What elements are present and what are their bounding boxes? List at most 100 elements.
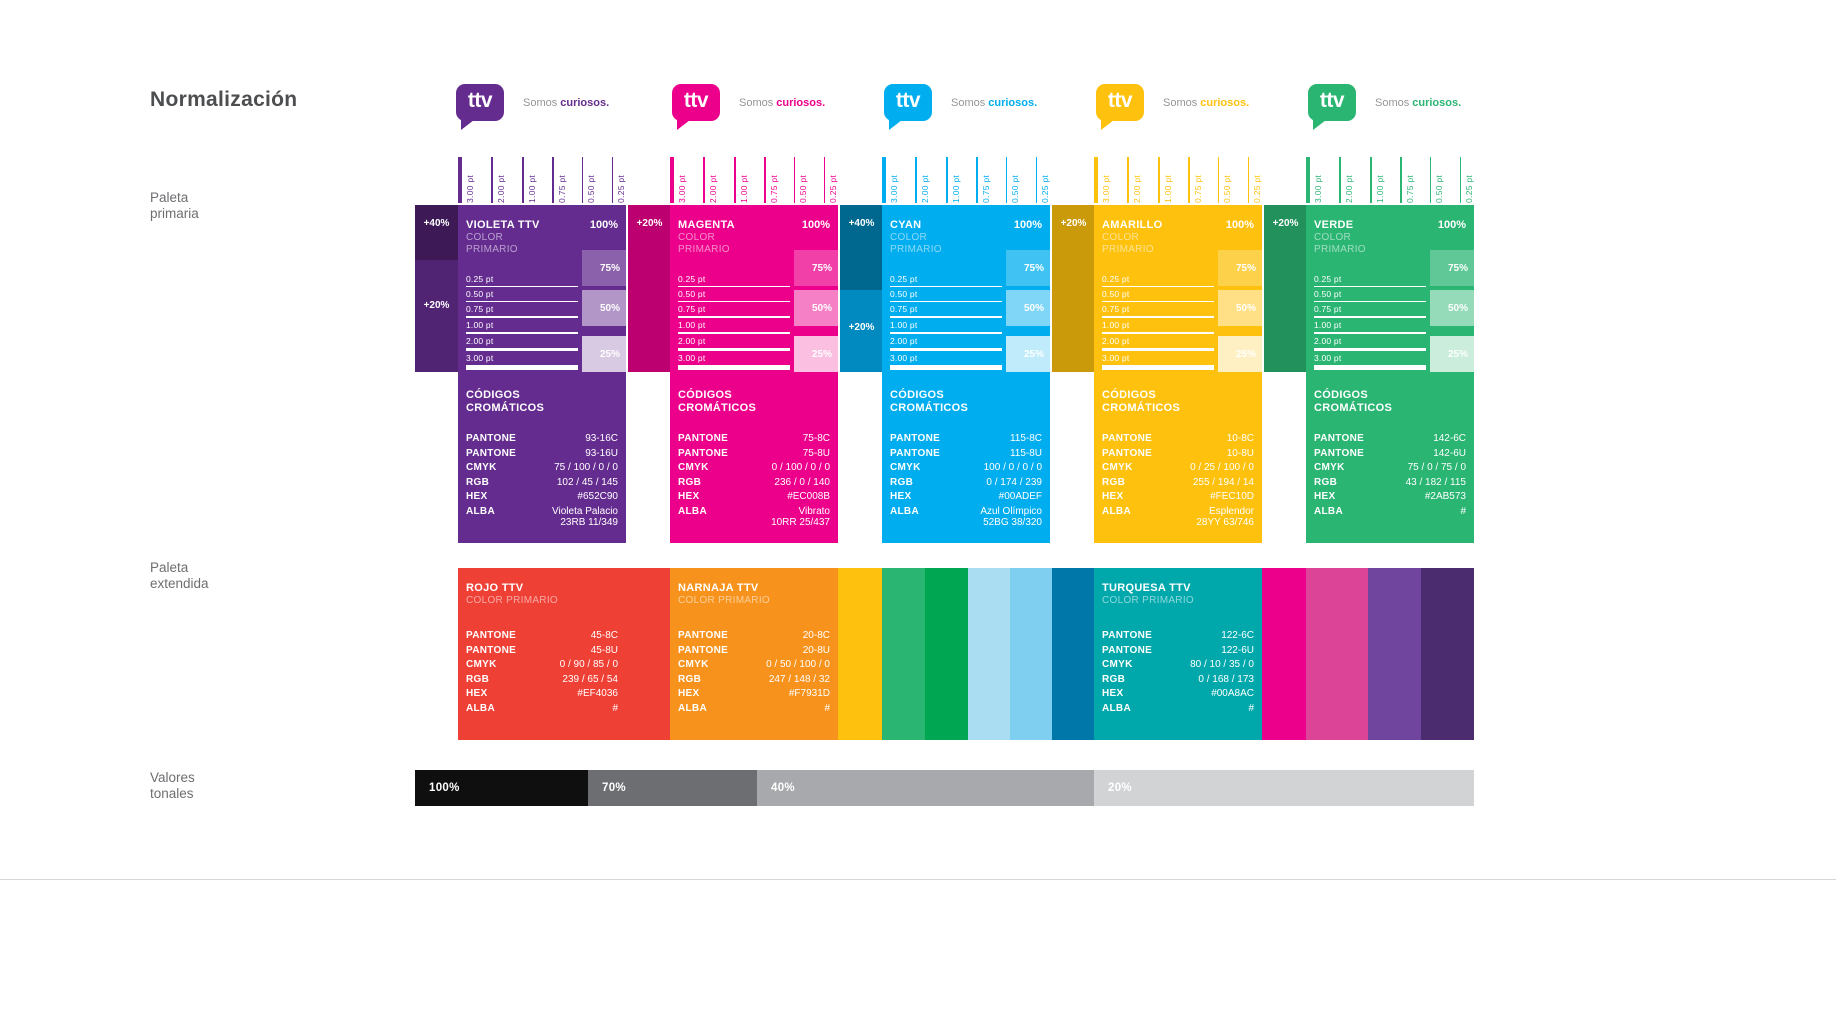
shade-plus20: +20% <box>1264 205 1307 372</box>
code-row: CMYK 75 / 0 / 75 / 0 <box>1314 462 1466 474</box>
ttv-logo-icon: ttv <box>1096 84 1144 130</box>
line-weight-samples: 0.25 pt 0.50 pt 0.75 pt 1.00 pt 2.00 pt … <box>1314 275 1426 373</box>
line-weight-samples: 0.25 pt 0.50 pt 0.75 pt 1.00 pt 2.00 pt … <box>1102 275 1214 373</box>
pt-label: 1.00 pt <box>1162 174 1173 203</box>
code-row-alba: ALBA Vibrato 10RR 25/437 <box>678 505 830 529</box>
tint-50: 50% <box>1430 290 1474 326</box>
code-row: PANTONE 20-8C <box>678 630 830 641</box>
tagline: Somos curiosos. <box>1163 97 1250 109</box>
code-row: RGB 247 / 148 / 32 <box>678 673 830 685</box>
primary-card-cyan: CYAN 100% COLOR PRIMARIO 75% 50% 25% 0.2… <box>882 205 1050 543</box>
pt-label: 0.75 pt <box>1192 174 1203 203</box>
pt-label: 0.25 pt <box>827 174 838 203</box>
extended-card-turquesa: TURQUESA TTV COLOR PRIMARIO PANTONE 122-6… <box>1094 568 1262 740</box>
pt-label: 1.00 pt <box>950 174 961 203</box>
sample-line <box>678 316 790 318</box>
code-row: RGB 43 / 182 / 115 <box>1314 476 1466 488</box>
shade-plus20: +20% <box>415 260 458 372</box>
sample-line <box>890 347 1002 351</box>
code-row: RGB 239 / 65 / 54 <box>466 673 618 685</box>
bottom-divider <box>0 879 1836 880</box>
sample-line <box>890 301 1002 302</box>
tint-50: 50% <box>794 290 838 326</box>
line-weight-samples: 0.25 pt 0.50 pt 0.75 pt 1.00 pt 2.00 pt … <box>678 275 790 373</box>
card-name: NARNAJA TTV <box>678 582 759 594</box>
card-name: ROJO TTV <box>466 582 524 594</box>
pt-bar <box>1247 157 1249 203</box>
codes-header: CÓDIGOS CROMÁTICOS <box>466 389 545 414</box>
code-row: PANTONE 93-16C <box>466 433 618 444</box>
side-tints-amarillo: +20% <box>1052 205 1095 372</box>
code-row: CMYK 0 / 25 / 100 / 0 <box>1102 462 1254 474</box>
tonal-bar-20: 20% <box>1094 770 1474 806</box>
speech-tail-icon <box>889 120 902 130</box>
tint-50: 50% <box>1218 290 1262 326</box>
section-label-valores-tonales: Valores tonales <box>150 770 195 802</box>
pt-bar <box>1369 157 1372 203</box>
card-percent: 100% <box>1013 219 1042 231</box>
pt-label: 0.50 pt <box>586 174 597 203</box>
pt-bar <box>1126 157 1130 203</box>
code-row: PANTONE 45-8U <box>466 644 618 656</box>
tint-75: 75% <box>582 250 626 286</box>
pt-bar <box>1338 157 1342 203</box>
tint-25: 25% <box>1218 336 1262 372</box>
card-subtitle: COLOR PRIMARIO <box>466 595 558 606</box>
pt-bar <box>582 157 584 203</box>
pt-strip-verde: 3.00 pt 2.00 pt 1.00 pt 0.75 pt 0.50 pt … <box>1306 157 1474 203</box>
ttv-logo-icon: ttv <box>672 84 720 130</box>
logo-text: ttv <box>1107 89 1133 112</box>
code-row: HEX #EF4036 <box>466 688 618 700</box>
sample-line <box>1102 365 1214 370</box>
code-row: PANTONE 20-8U <box>678 644 830 656</box>
tint-25: 25% <box>794 336 838 372</box>
pt-label: 0.75 pt <box>980 174 991 203</box>
tint-75: 75% <box>1006 250 1050 286</box>
card-name: VIOLETA TTV <box>466 219 540 231</box>
codes-header: CÓDIGOS CROMÁTICOS <box>890 389 969 414</box>
code-row-alba: ALBA Esplendor 28YY 63/746 <box>1102 505 1254 529</box>
sample-line <box>890 365 1002 370</box>
card-percent: 100% <box>589 219 618 231</box>
primary-card-violeta: VIOLETA TTV 100% COLOR PRIMARIO 75% 50% … <box>458 205 626 543</box>
pt-bar <box>1094 157 1098 203</box>
speech-tail-icon <box>1313 120 1326 130</box>
sample-line <box>890 286 1002 287</box>
extended-card-naranja: NARNAJA TTV COLOR PRIMARIO PANTONE 20-8C … <box>670 568 838 740</box>
pt-bar <box>1430 157 1432 203</box>
logo-verde: ttv Somos curiosos. <box>1308 84 1508 134</box>
section-label-paleta-primaria: Paleta primaria <box>150 190 199 222</box>
extended-stripe-magenta <box>1262 568 1306 740</box>
sample-line <box>1314 331 1426 334</box>
pt-label: 0.50 pt <box>1434 174 1445 203</box>
card-percent: 100% <box>1225 219 1254 231</box>
section-label-paleta-extendida: Paleta extendida <box>150 560 209 592</box>
pt-label: 0.75 pt <box>768 174 779 203</box>
pt-label: 3.00 pt <box>1313 174 1323 203</box>
code-row: HEX #FEC10D <box>1102 491 1254 503</box>
line-weight-samples: 0.25 pt 0.50 pt 0.75 pt 1.00 pt 2.00 pt … <box>890 275 1002 373</box>
code-row: PANTONE 142-6C <box>1314 433 1466 444</box>
primary-card-amarillo: AMARILLO 100% COLOR PRIMARIO 75% 50% 25%… <box>1094 205 1262 543</box>
code-row: PANTONE 75-8C <box>678 433 830 444</box>
logo-violeta: ttv Somos curiosos. <box>456 84 656 134</box>
pt-bar <box>882 157 886 203</box>
logo-amarillo: ttv Somos curiosos. <box>1096 84 1296 134</box>
sample-line <box>678 286 790 287</box>
pt-label: 2.00 pt <box>920 174 931 203</box>
logo-text: ttv <box>1319 89 1345 112</box>
code-row: CMYK 0 / 50 / 100 / 0 <box>678 659 830 671</box>
code-row: CMYK 0 / 100 / 0 / 0 <box>678 462 830 474</box>
tonal-bar-100: 100% <box>415 770 588 806</box>
pt-label: 2.00 pt <box>496 174 507 203</box>
pt-bar <box>490 157 494 203</box>
code-row: HEX #652C90 <box>466 491 618 503</box>
sample-line <box>1314 347 1426 351</box>
code-row-alba: ALBA Azul Olímpico 52BG 38/320 <box>890 505 1042 529</box>
code-row: PANTONE 10-8C <box>1102 433 1254 444</box>
card-subtitle: COLOR PRIMARIO <box>678 232 730 255</box>
sample-line <box>1102 316 1214 318</box>
ttv-logo-icon: ttv <box>884 84 932 130</box>
speech-tail-icon <box>1101 120 1114 130</box>
sample-line <box>466 316 578 318</box>
